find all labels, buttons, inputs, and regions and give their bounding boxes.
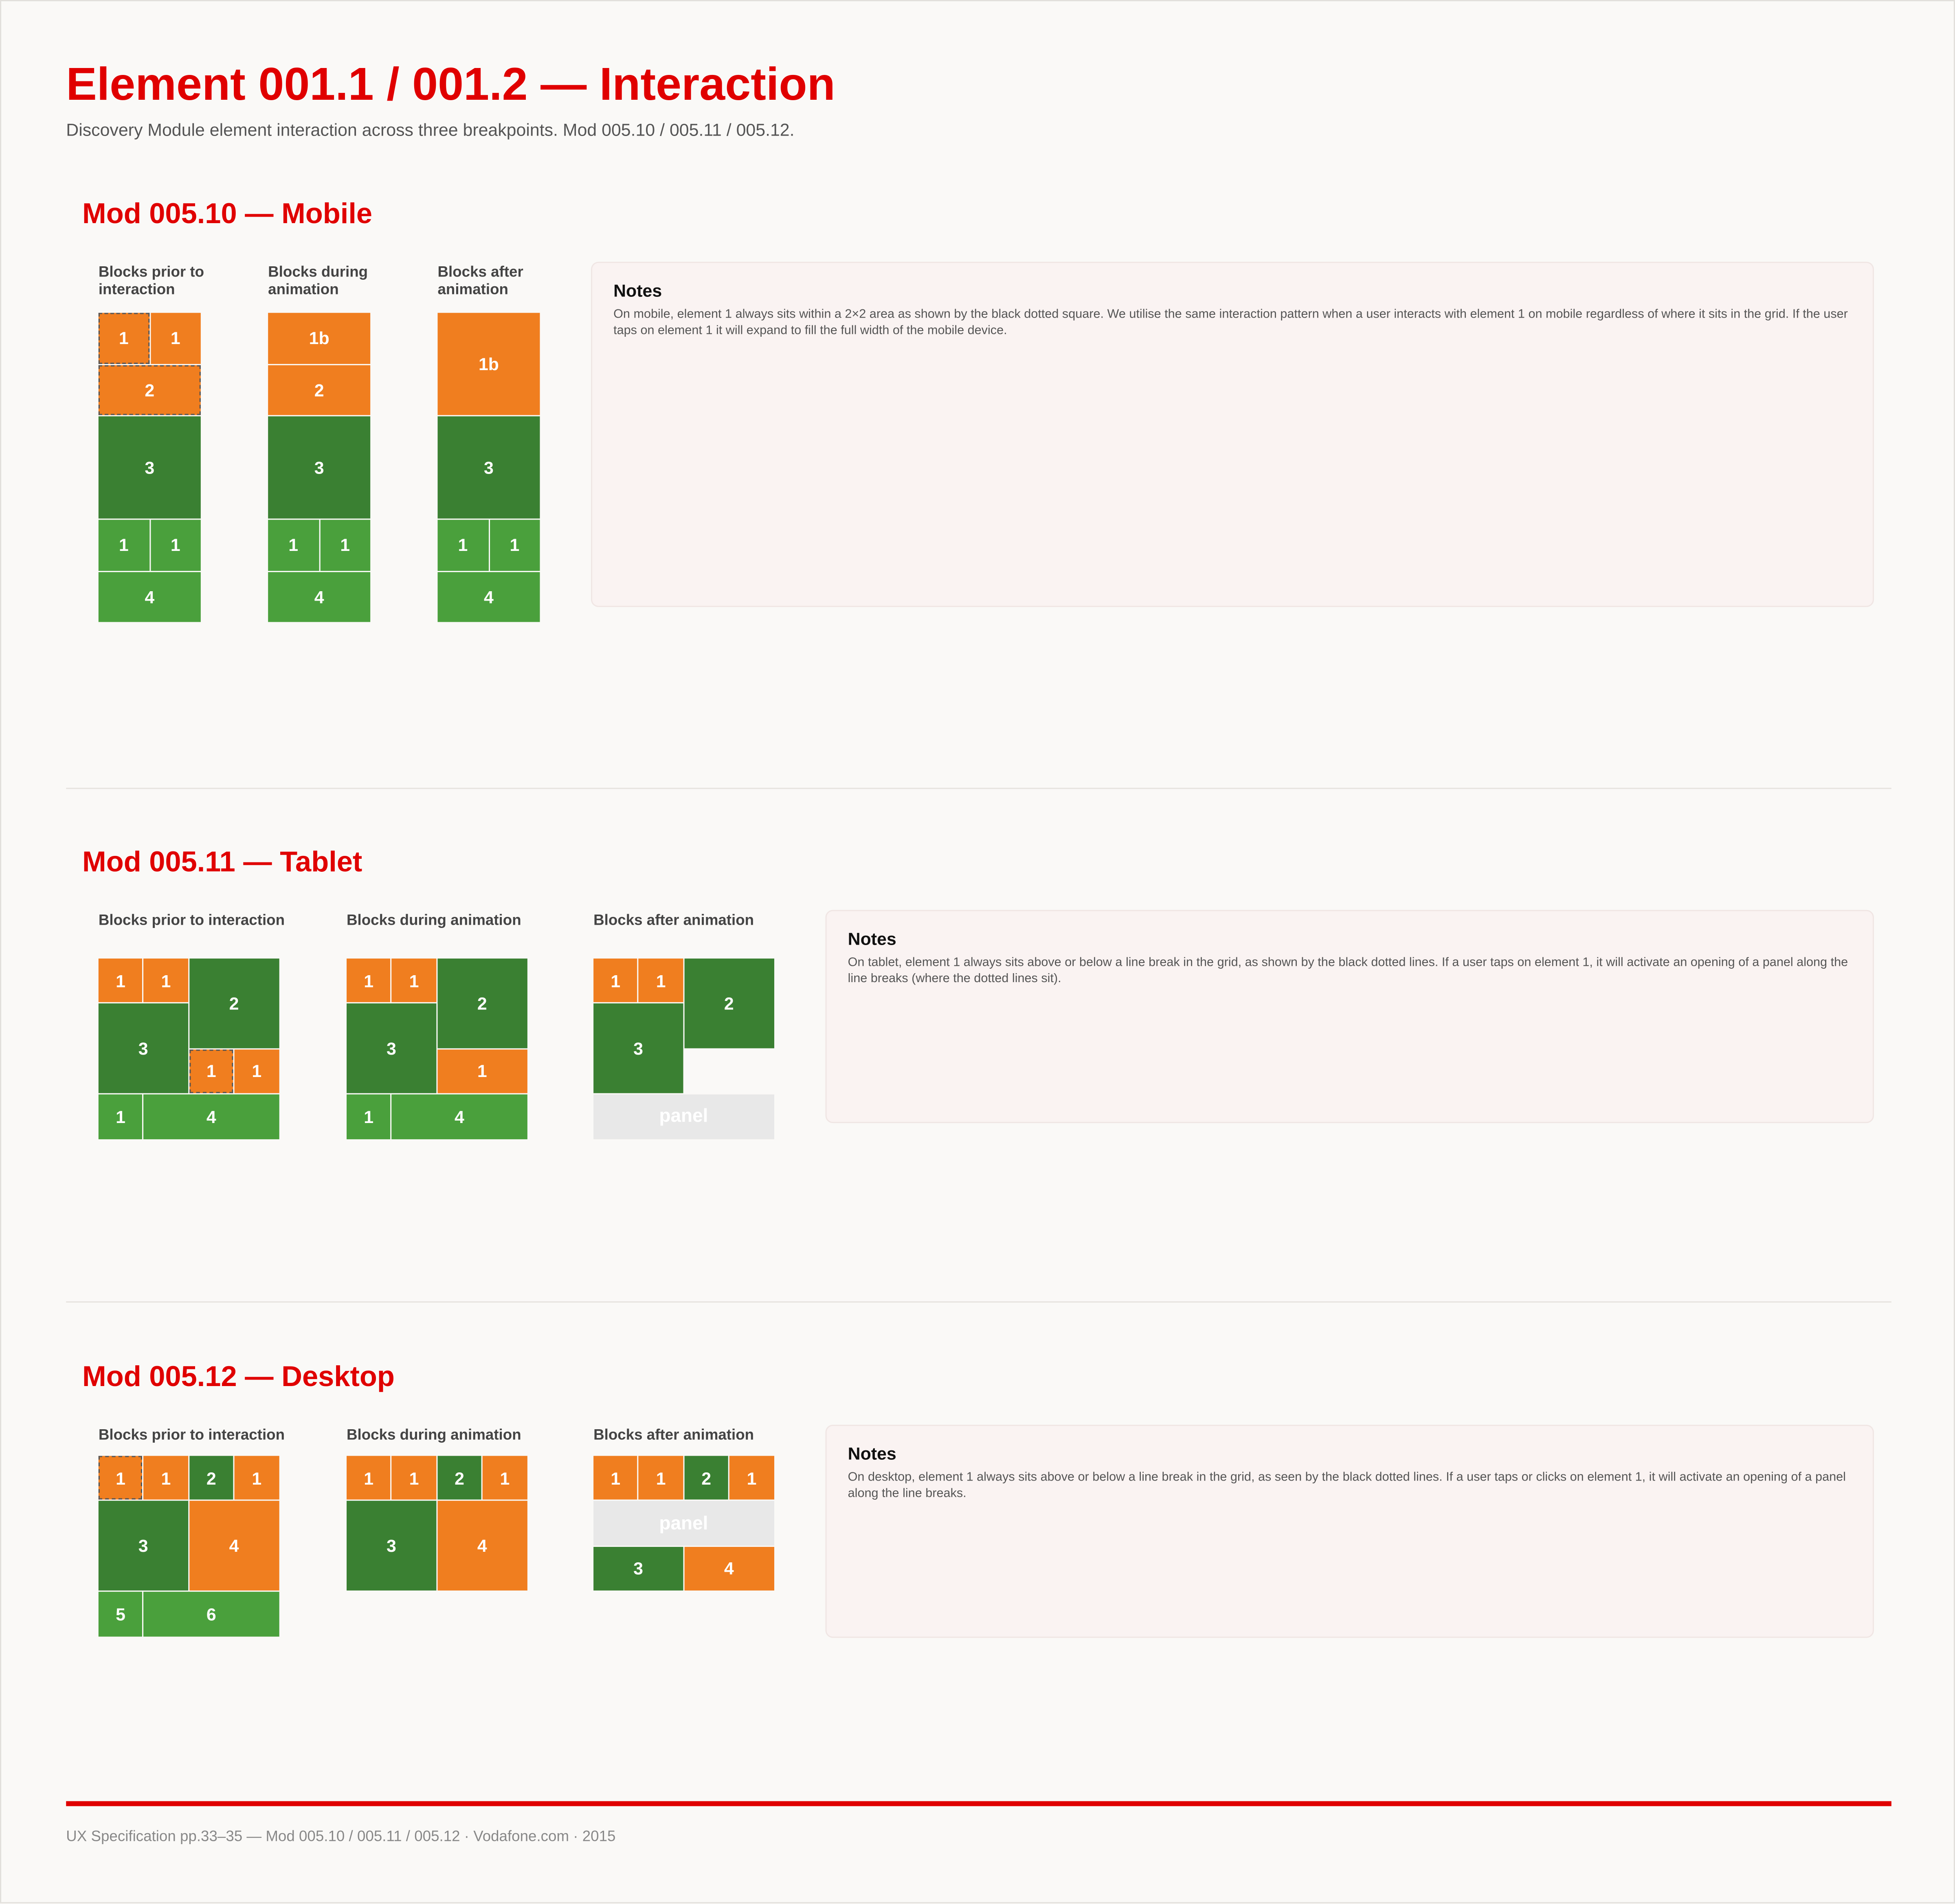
diagram-label: Blocks after animation: [593, 1426, 754, 1443]
grid-block: 6: [144, 1592, 279, 1636]
grid-block: 1b: [437, 313, 540, 415]
grid-block: 4: [98, 571, 201, 622]
grid-block: 1: [98, 313, 149, 364]
notes-panel: Notes On desktop, element 1 always sits a…: [825, 1424, 1874, 1638]
panel-block: panel: [593, 1095, 774, 1139]
notes-title: Notes: [848, 1443, 896, 1463]
grid-block: 1: [235, 1049, 279, 1094]
grid-block: 1: [150, 520, 201, 570]
grid-block: 1: [189, 1049, 234, 1094]
divider: [66, 1301, 1891, 1303]
grid-block: 1: [437, 520, 488, 570]
grid-block: 3: [593, 1546, 683, 1591]
grid-block: 2: [98, 364, 201, 415]
grid-block: 1: [639, 1456, 683, 1500]
diagram-label: Blocks prior to interaction: [98, 1426, 285, 1443]
panel-block: panel: [593, 1501, 774, 1546]
grid-block: 1: [347, 959, 391, 1003]
notes-panel: Notes On mobile, element 1 always sits wi…: [591, 261, 1874, 607]
grid-block: 1: [593, 1456, 638, 1500]
divider: [66, 787, 1891, 789]
grid-block: 1: [392, 959, 436, 1003]
notes-title: Notes: [613, 280, 662, 301]
diagram-label: Blocks prior to interaction: [98, 263, 204, 298]
footer-text: UX Specification pp.33–35 — Mod 005.10 /…: [66, 1827, 616, 1845]
diagram-label: Blocks during animation: [347, 911, 521, 929]
footer-rule: [66, 1801, 1891, 1806]
grid-block: 1: [483, 1456, 527, 1500]
diagram-label: Blocks after animation: [593, 911, 754, 929]
grid-block: 1: [347, 1095, 391, 1139]
grid-block: 3: [593, 1004, 683, 1094]
grid-block: 2: [189, 1456, 234, 1500]
grid-block: 1: [98, 959, 143, 1003]
diagram-label: Blocks prior to interaction: [98, 911, 285, 929]
notes-panel: Notes On tablet, element 1 always sits ab…: [825, 910, 1874, 1123]
grid-block: 3: [437, 416, 540, 519]
grid-block: 2: [268, 364, 371, 415]
grid-block: 1: [98, 1456, 143, 1500]
page-title: Element 001.1 / 001.2 — Interaction: [66, 58, 835, 110]
grid-block: 1: [144, 1456, 188, 1500]
grid-block: 3: [347, 1501, 436, 1591]
grid-block: 4: [684, 1546, 774, 1591]
grid-block: 1: [437, 1049, 527, 1094]
notes-text: On tablet, element 1 always sits above o…: [848, 956, 1848, 985]
page-subtitle: Discovery Module element interaction acr…: [66, 119, 795, 140]
grid-block: 3: [347, 1004, 436, 1094]
grid-block: 3: [268, 416, 371, 519]
grid-block: 2: [437, 959, 527, 1048]
grid-block: 1: [320, 520, 371, 570]
grid-block: 1: [392, 1456, 436, 1500]
diagram-label: Blocks during animation: [268, 263, 368, 298]
grid-block: 3: [98, 1004, 188, 1094]
grid-block: 1: [144, 959, 188, 1003]
grid-block: 1b: [268, 313, 371, 364]
grid-block: 3: [98, 1501, 188, 1591]
notes-title: Notes: [848, 928, 896, 949]
grid-block: 3: [98, 416, 201, 519]
grid-block: 1: [98, 1095, 143, 1139]
section-title: Mod 005.10 — Mobile: [82, 197, 373, 230]
grid-block: 1: [268, 520, 319, 570]
grid-block: 4: [268, 571, 371, 622]
grid-block: 4: [189, 1501, 279, 1591]
section-title: Mod 005.11 — Tablet: [82, 845, 362, 878]
grid-block: 4: [144, 1095, 279, 1139]
section-title: Mod 005.12 — Desktop: [82, 1360, 395, 1393]
grid-block: 1: [235, 1456, 279, 1500]
grid-block: 2: [437, 1456, 482, 1500]
grid-block: 2: [189, 959, 279, 1048]
grid-block: 1: [347, 1456, 391, 1500]
grid-block: 1: [729, 1456, 774, 1500]
grid-block: 4: [392, 1095, 527, 1139]
grid-block: 4: [437, 571, 540, 622]
grid-block: 5: [98, 1592, 143, 1636]
grid-block: 2: [684, 1456, 729, 1500]
notes-text: On desktop, element 1 always sits above …: [848, 1471, 1846, 1500]
grid-block: 1: [593, 959, 638, 1003]
grid-block: 2: [684, 959, 774, 1048]
diagram-label: Blocks after animation: [437, 263, 523, 298]
notes-text: On mobile, element 1 always sits within …: [613, 308, 1848, 338]
grid-block: 1: [98, 520, 149, 570]
grid-block: 4: [437, 1501, 527, 1591]
grid-block: 1: [150, 313, 201, 364]
grid-block: 1: [489, 520, 540, 570]
grid-block: 1: [639, 959, 683, 1003]
diagram-label: Blocks during animation: [347, 1426, 521, 1443]
